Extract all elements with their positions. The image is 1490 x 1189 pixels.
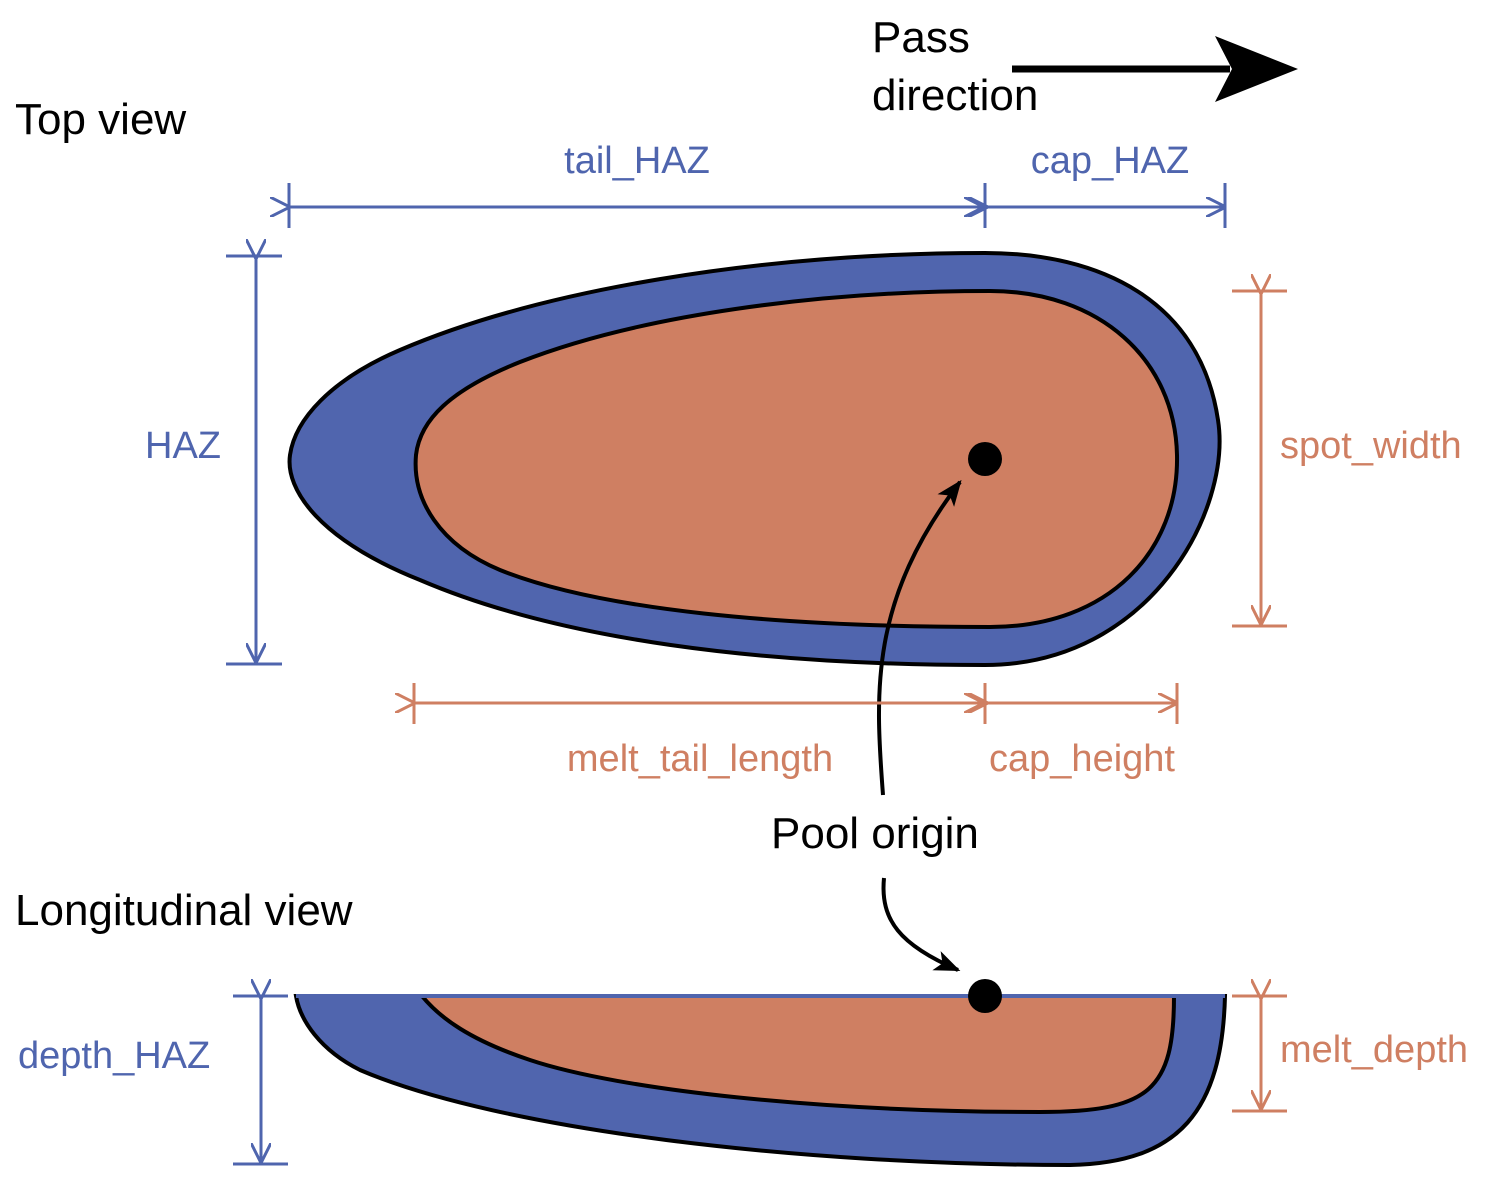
depth-haz-dimension: depth_HAZ (18, 996, 288, 1166)
haz-label: HAZ (145, 425, 221, 467)
pass-direction-label-line1: Pass (872, 13, 970, 62)
longitudinal-pool-origin-dot (968, 979, 1002, 1013)
pool-origin-pointer-bottom (881, 877, 961, 972)
haz-dimension: HAZ (145, 256, 282, 666)
longitudinal-view-title: Longitudinal view (15, 886, 353, 935)
depth-haz-label: depth_HAZ (18, 1035, 210, 1077)
longitudinal-melt-region (417, 994, 1177, 1115)
pool-origin-pointer-top (876, 479, 962, 796)
spot-width-dimension: spot_width (1232, 291, 1462, 628)
tail-haz-dimension: tail_HAZ cap_HAZ (289, 140, 1227, 228)
cap-haz-label: cap_HAZ (1031, 140, 1189, 182)
melt-depth-label: melt_depth (1280, 1029, 1468, 1071)
pool-origin-label: Pool origin (771, 809, 979, 858)
melt-depth-dimension: melt_depth (1232, 996, 1468, 1113)
pass-direction-label-line2: direction (872, 71, 1038, 120)
pass-direction: Pass direction (872, 13, 1298, 120)
cap-height-label: cap_height (989, 738, 1175, 780)
top-view-melt-region (413, 288, 1180, 630)
pass-direction-arrow-head (1215, 36, 1298, 102)
spot-width-label: spot_width (1280, 425, 1462, 467)
tail-haz-label: tail_HAZ (564, 140, 710, 182)
top-view-pool-origin-dot (968, 442, 1002, 476)
top-view-title: Top view (15, 95, 186, 144)
melt-tail-length-dimension: melt_tail_length cap_height (414, 683, 1179, 780)
melt-tail-length-label: melt_tail_length (567, 738, 833, 780)
